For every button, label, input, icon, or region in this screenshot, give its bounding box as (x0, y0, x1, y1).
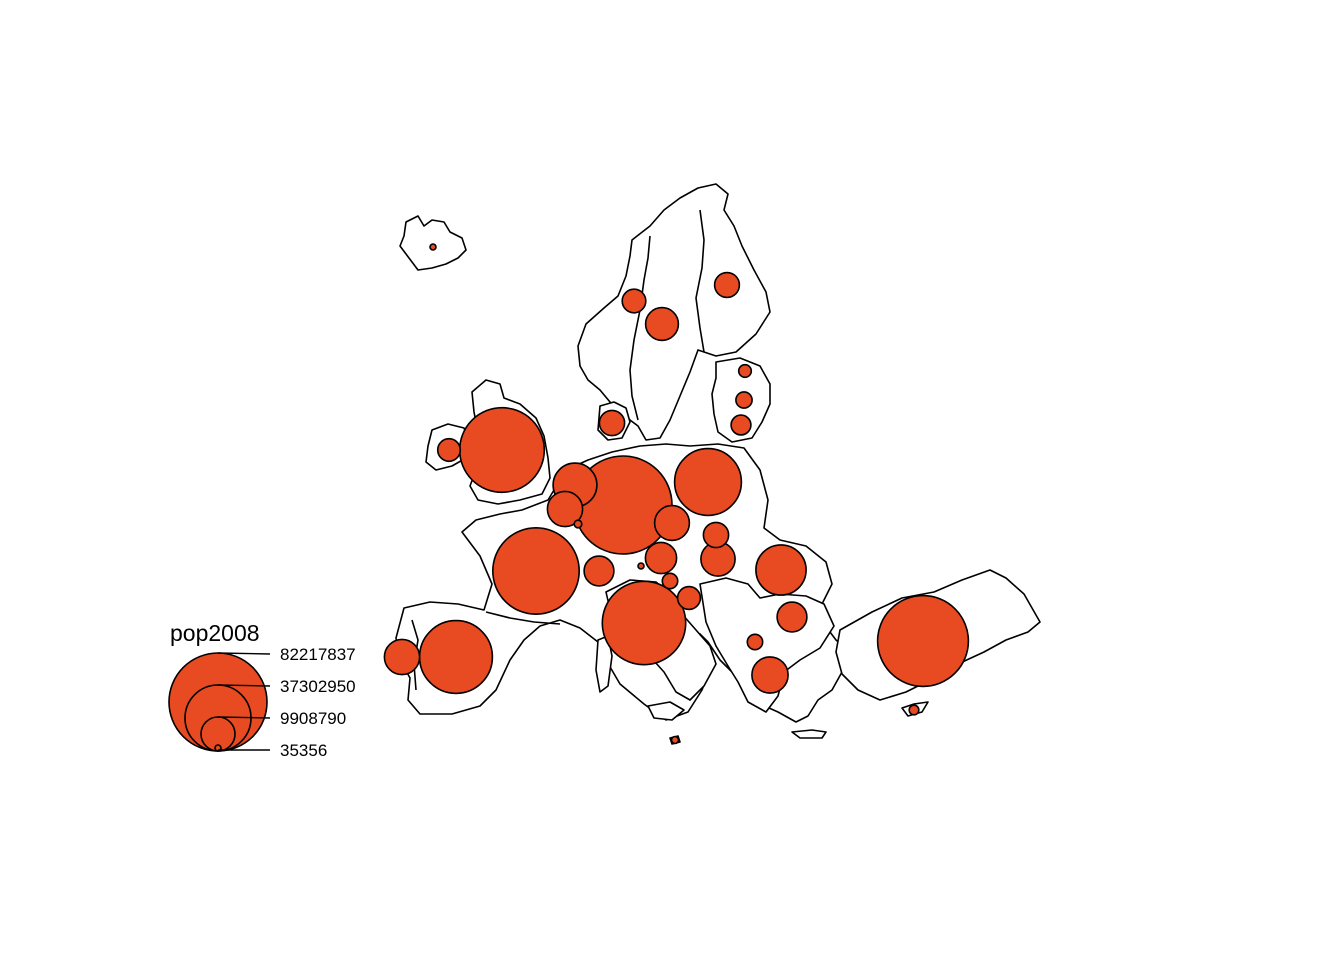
legend-label-0: 82217837 (280, 645, 356, 664)
outline-sicily (647, 701, 685, 721)
legend-label-3: 35356 (280, 741, 327, 760)
bubble-macedonia (746, 633, 764, 651)
bubble-belgium (546, 490, 584, 528)
bubble-lithuania (730, 414, 752, 436)
bubble-sweden (644, 306, 680, 342)
bubble-slovenia (661, 572, 679, 590)
legend-leader-2 (217, 716, 271, 719)
bubble-finland (713, 271, 741, 299)
bubble-portugal (383, 638, 421, 676)
outline-crete (791, 729, 827, 739)
bubble-bulgaria (776, 601, 808, 633)
legend-label-2: 9908790 (280, 709, 346, 728)
bubble-denmark (598, 409, 626, 437)
bubble-poland (673, 447, 743, 517)
outline-finland-border (695, 209, 705, 353)
bubble-turkey (876, 594, 970, 688)
bubble-liechtenstein (637, 562, 645, 570)
bubble-spain (418, 619, 494, 695)
bubble-switzerland (583, 555, 615, 587)
bubble-latvia (735, 391, 753, 409)
bubble-norway (621, 288, 647, 314)
bubble-iceland (429, 243, 437, 251)
bubble-italy (601, 580, 687, 666)
outline-pyrenees (485, 611, 561, 625)
bubble-luxembourg (573, 519, 583, 529)
bubble-estonia (737, 363, 753, 379)
bubble-greece (751, 656, 789, 694)
bubble-croatia (676, 585, 702, 611)
outline-iceland (399, 215, 467, 271)
bubble-czech-republic (653, 504, 691, 542)
population-bubbles (383, 243, 970, 745)
legend-leader-1 (217, 684, 271, 687)
bubble-ireland (436, 437, 462, 463)
legend-leader-0 (217, 652, 271, 655)
bubble-france (491, 526, 580, 615)
bubble-malta (670, 735, 680, 745)
bubble-united-kingdom (458, 406, 546, 494)
bubble-slovakia (702, 521, 730, 549)
population-legend: pop2008 82217837 37302950 9908790 35356 (168, 620, 356, 760)
legend-label-1: 37302950 (280, 677, 356, 696)
legend-title: pop2008 (170, 620, 260, 646)
bubble-cyprus (908, 704, 920, 716)
bubble-austria (644, 541, 678, 575)
outline-sweden-border (629, 235, 651, 421)
bubble-romania (755, 544, 807, 596)
